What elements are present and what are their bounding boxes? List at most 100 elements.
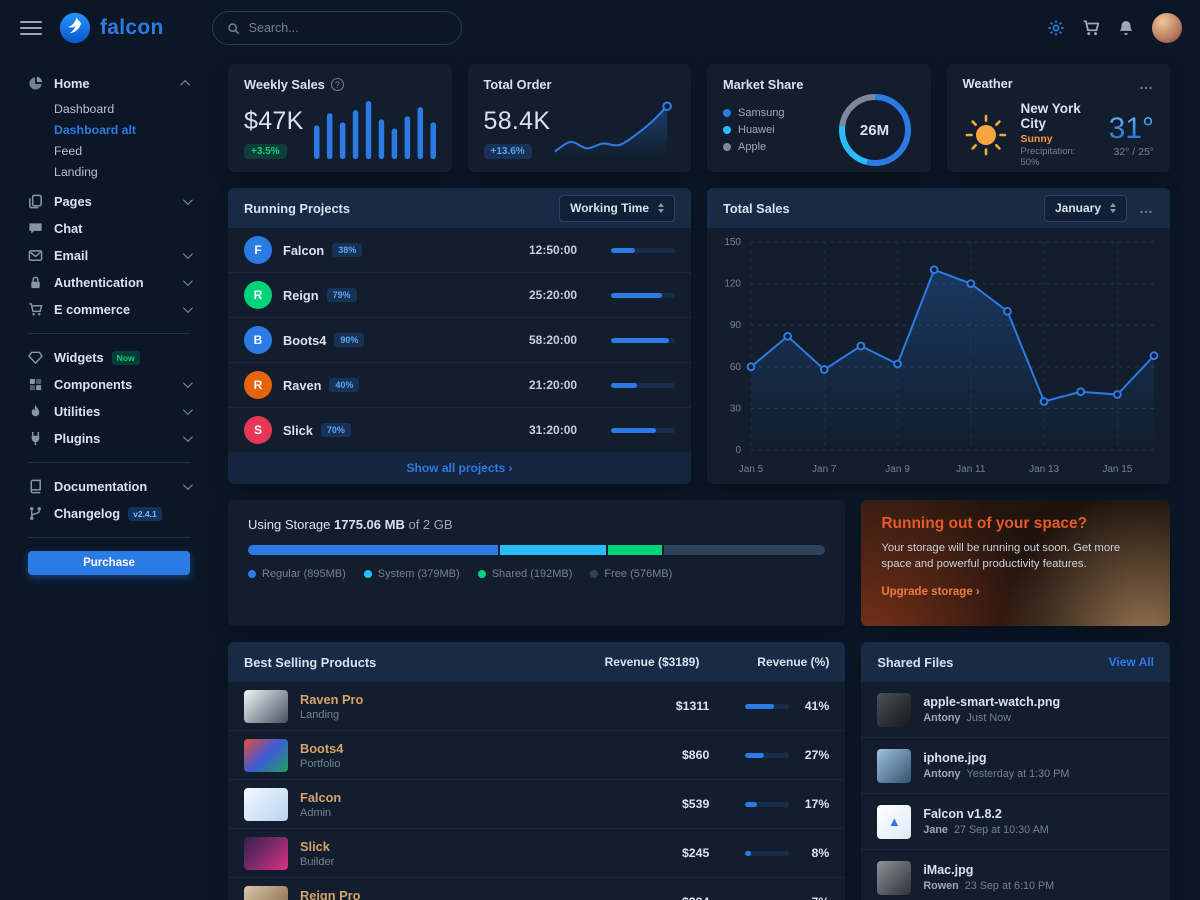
file-name-link[interactable]: Falcon v1.8.2 [923,807,1002,821]
file-meta: Jane 27 Sep at 10:30 AM [923,824,1048,836]
dashboard-content: Weekly Sales $47K +3.5% Total Order 58.4… [216,0,1200,900]
file-name-link[interactable]: iphone.jpg [923,751,987,765]
product-progress-bar [745,850,790,856]
file-thumbnail [877,860,912,895]
branch-icon [28,506,43,521]
project-name-link[interactable]: Slick [283,422,313,438]
product-percent: 8% [811,846,830,860]
sidebar-item-chat[interactable]: Chat [28,215,190,242]
sidebar-item-label: Changelog [54,506,121,521]
storage-legend: Regular (895MB) System (379MB) Shared (192… [248,568,825,580]
search-input[interactable] [248,21,447,35]
file-thumbnail [877,692,912,727]
sidebar-item-label: Home [54,76,90,91]
sidebar-item-widgets[interactable]: Widgets Now [28,344,190,371]
product-category-link[interactable]: Landing [300,708,340,721]
cart-icon[interactable] [1082,19,1100,37]
file-name-link[interactable]: apple-smart-watch.png [923,695,1061,709]
legend-item: Shared (192MB) [477,568,572,580]
more-options-icon[interactable]: … [1139,200,1154,216]
falcon-logo-icon [58,11,92,45]
notifications-bell-icon[interactable] [1117,19,1135,37]
sidebar-item-components[interactable]: Components [28,371,193,398]
file-info: apple-smart-watch.png Antony Just Now [923,695,1060,724]
help-icon[interactable] [330,78,344,91]
product-progress-bar [745,801,790,807]
sidebar-item-label: Documentation [54,479,148,494]
sidebar-item-utilities[interactable]: Utilities [28,398,193,425]
sidebar-item-feed[interactable]: Feed [54,144,83,158]
total-order-card: Total Order 58.4K +13.6% [467,64,691,172]
legend-item: Samsung [723,107,784,119]
file-row: iphone.jpg Antony Yesterday at 1:30 PM [861,738,1170,794]
product-category-link[interactable]: Portfolio [300,757,341,770]
market-share-title: Market Share [723,77,804,92]
sidebar-item-plugins[interactable]: Plugins [28,425,193,452]
svg-text:Jan 15: Jan 15 [1102,464,1132,475]
month-select[interactable]: January [1043,194,1127,222]
product-percent: 41% [804,699,830,713]
sidebar-item-label: Utilities [54,404,101,419]
settings-gear-icon[interactable] [1047,19,1065,37]
product-category-link[interactable]: Builder [300,855,335,868]
product-thumbnail [244,885,288,900]
sidebar: Home Dashboard Dashboard alt Feed Landing Pag… [0,56,216,900]
storage-progress-bar [248,545,826,555]
legend-dot [590,570,599,578]
storage-segment [248,545,499,555]
legend-label: Apple [738,141,767,153]
weather-temperature: 31° [1108,111,1154,145]
sidebar-item-authentication[interactable]: Authentication [28,269,193,296]
file-name-link[interactable]: iMac.jpg [923,863,974,877]
project-name-link[interactable]: Boots4 [283,332,327,348]
sidebar-item-dashboard[interactable]: Dashboard [54,102,115,116]
sidebar-item-e-commerce[interactable]: E commerce [28,296,193,323]
book-icon [28,479,43,494]
show-all-projects-link[interactable]: Show all projects › [406,461,513,475]
legend-item: Huawei [723,124,784,136]
brand[interactable]: falcon [58,11,164,45]
project-name-link[interactable]: Falcon [283,242,325,258]
file-time: 27 Sep at 10:30 AM [953,824,1049,836]
view-all-link[interactable]: View All [1108,655,1154,669]
upgrade-storage-link[interactable]: Upgrade storage › [881,585,980,598]
sidebar-item-changelog[interactable]: Changelog v2.4.1 [28,500,190,527]
sidebar-item-label: Chat [54,221,83,236]
product-name-link[interactable]: Reign Pro [300,887,361,900]
weather-city: New York City [1020,101,1081,131]
sidebar-item-documentation[interactable]: Documentation [28,473,193,500]
file-row: apple-smart-watch.png Antony Just Now [861,682,1170,738]
svg-text:Jan 7: Jan 7 [812,464,837,475]
project-name-link[interactable]: Raven [283,377,322,393]
menu-toggle-button[interactable] [20,21,42,35]
product-category-link[interactable]: Admin [300,806,332,819]
sidebar-item-label: Authentication [54,275,144,290]
sidebar-item-landing[interactable]: Landing [54,165,98,179]
product-name-link[interactable]: Slick [300,838,330,854]
puzzle-icon [28,377,43,392]
sidebar-badge: Now [111,350,140,365]
working-time-select[interactable]: Working Time [559,194,675,222]
sidebar-item-email[interactable]: Email [28,242,193,269]
purchase-button[interactable]: Purchase [28,551,190,575]
project-avatar: S [244,416,272,444]
best-selling-title: Best Selling Products [244,654,377,670]
legend-dot [723,109,731,117]
sidebar-item-pages[interactable]: Pages [28,188,193,215]
legend-label: Samsung [738,107,785,119]
sidebar-item-home[interactable]: Home [28,70,191,97]
project-name-link[interactable]: Reign [283,287,319,303]
weather-range: 32° / 25° [1113,145,1154,158]
project-avatar: F [244,236,272,264]
product-thumbnail [244,787,288,821]
user-avatar[interactable] [1152,13,1182,43]
product-percent-cell: 8% [709,846,829,860]
running-projects-list: F Falcon 38% 12:50:00 R Reign 79% 25:20:00 B Boot… [228,228,691,452]
search-box[interactable] [211,11,462,45]
shared-files-title: Shared Files [877,654,954,670]
more-options-icon[interactable]: … [1139,75,1154,92]
product-name-link[interactable]: Falcon [300,789,342,805]
product-name-link[interactable]: Boots4 [300,740,344,756]
sidebar-item-dashboard-alt[interactable]: Dashboard alt [54,123,136,137]
product-name-link[interactable]: Raven Pro [300,691,364,707]
